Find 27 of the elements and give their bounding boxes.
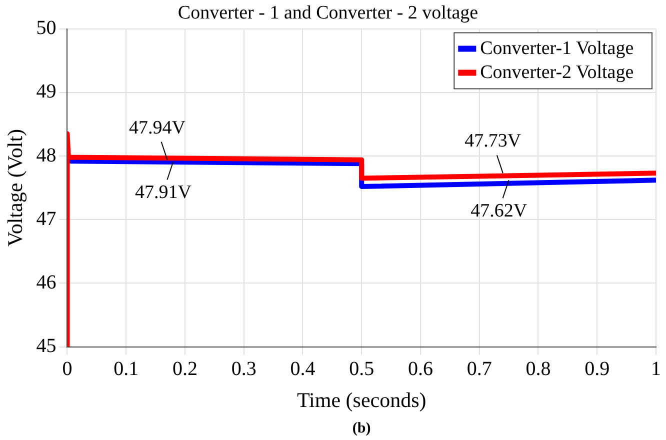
x-tick-label: 0.9 bbox=[584, 358, 610, 380]
annotation: 47.62V bbox=[470, 200, 528, 222]
x-tick-label: 0.4 bbox=[290, 358, 316, 380]
legend-label: Converter-2 Voltage bbox=[480, 62, 634, 83]
x-tick-label: 0.6 bbox=[408, 358, 433, 380]
x-axis-title: Time (seconds) bbox=[296, 388, 426, 412]
x-tick-label: 0.2 bbox=[172, 358, 198, 380]
x-tick-label: 0.8 bbox=[526, 358, 551, 380]
y-tick-label: 50 bbox=[36, 17, 56, 40]
y-axis-title: Voltage (Volt) bbox=[3, 128, 28, 247]
annotation: 47.94V bbox=[129, 117, 186, 138]
x-tick-label: 0 bbox=[62, 358, 72, 380]
y-tick-label: 48 bbox=[36, 144, 56, 166]
x-tick-label: 0.1 bbox=[114, 358, 139, 380]
y-tick-label: 46 bbox=[36, 271, 56, 294]
y-tick-label: 47 bbox=[36, 208, 56, 230]
x-tick-label: 0.3 bbox=[231, 358, 256, 380]
x-tick-label: 0.5 bbox=[349, 358, 374, 380]
x-tick-label: 1 bbox=[651, 358, 661, 380]
x-tick-label: 0.7 bbox=[466, 358, 492, 380]
annotation: 47.73V bbox=[464, 130, 522, 152]
text: (b) bbox=[352, 420, 371, 436]
y-tick-label: 45 bbox=[36, 335, 56, 358]
y-tick-label: 49 bbox=[36, 80, 56, 103]
legend-label: Converter-1 Voltage bbox=[480, 38, 634, 59]
chart-title: Converter - 1 and Converter - 2 voltage bbox=[178, 2, 478, 24]
annotation: 47.91V bbox=[134, 182, 192, 204]
